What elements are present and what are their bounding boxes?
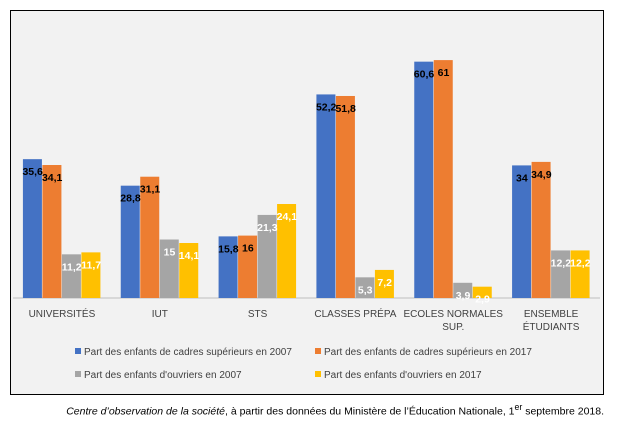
chart-frame: 35,6 28,8 15,8 52,2 60,6 34 34,1 31,1 16 51,8 61 34… [10,10,604,395]
category-label-4: CLASSES PRÉPA [314,307,396,320]
data-label-s2-c2: 31,1 [140,184,161,196]
bar-s2-c6 [531,161,551,298]
caption-date: septembre 2018. [522,405,604,418]
data-label-s2-c1: 34,1 [42,172,63,184]
bar-s2-c2 [140,176,160,298]
bar-s4-c3 [277,204,297,298]
bar-s3-c4 [355,277,375,298]
bar-s1-c2 [120,185,140,298]
bar-s1-c5 [414,61,434,298]
legend-swatch-3 [75,371,81,377]
data-label-s1-c3: 15,8 [218,243,239,255]
data-label-s1-c1: 35,6 [22,166,43,178]
data-label-s4-c3: 24,1 [277,211,298,223]
data-label-s4-c5: 2,9 [475,294,490,306]
legend-label-4: Part des enfants d'ouvriers en 2017 [324,370,482,381]
source-caption: Centre d’observation de la société, à pa… [10,400,604,419]
bar-s3-c3 [257,214,277,298]
data-label-s3-c4: 5,3 [358,284,373,296]
bar-s1-c1 [22,159,42,298]
legend-label-1: Part des enfants de cadres supérieurs en… [84,347,292,358]
category-label-3: STS [248,309,268,320]
bar-s3-c1 [61,254,81,298]
category-label-6: ENSEMBLE ÉTUDIANTS [523,309,580,333]
data-label-s1-c2: 28,8 [120,193,141,205]
legend-label-2: Part des enfants de cadres supérieurs en… [324,347,532,358]
category-label-1: UNIVERSITÉS [29,307,96,320]
caption-source: Centre d’observation de la société [66,405,225,418]
legend-swatch-2 [315,348,321,354]
bar-s2-c1 [42,165,62,298]
data-label-s3-c6: 12,2 [551,257,572,269]
bar-s4-c1 [81,252,101,298]
legend-swatch-4 [315,371,321,377]
category-label-2: IUT [152,309,168,320]
bar-s1-c4 [316,94,336,298]
bar-s4-c4 [374,269,394,298]
caption-superscript: er [514,402,523,412]
data-label-s4-c4: 7,2 [377,277,392,289]
bar-s2-c4 [335,95,355,298]
data-label-s4-c1: 11,7 [81,259,101,271]
data-label-s3-c5: 3,9 [456,290,471,302]
bar-s4-c5 [472,286,492,298]
data-label-s2-c3: 16 [242,243,254,255]
caption-text: , à partir des données du Ministère de l… [224,405,515,418]
legend-label-3: Part des enfants d'ouvriers en 2007 [84,370,242,381]
bar-s2-c3 [238,235,258,298]
data-label-s4-c6: 12,2 [570,257,591,269]
data-label-s2-c5: 61 [438,67,450,79]
bar-s1-c6 [512,165,532,298]
data-label-s2-c6: 34,9 [531,169,552,181]
bar-s3-c2 [159,239,179,298]
data-label-s3-c2: 15 [164,247,176,259]
bar-s4-c6 [570,250,590,298]
data-label-s2-c4: 51,8 [335,103,356,115]
bar-s1-c3 [218,236,238,298]
legend-swatch-1 [75,348,81,354]
data-label-s1-c4: 52,2 [316,101,337,113]
data-label-s4-c2: 14,1 [179,250,200,262]
bar-s4-c2 [179,243,199,298]
bar-s2-c5 [433,60,453,298]
category-label-5: ECOLES NORMALES SUP. [404,309,504,333]
bar-s3-c6 [551,250,571,298]
data-label-s3-c3: 21,3 [257,222,278,234]
data-label-s3-c1: 11,2 [62,261,82,273]
bar-chart: 35,6 28,8 15,8 52,2 60,6 34 34,1 31,1 16 51,8 61 34… [13,60,600,381]
bar-s3-c5 [453,282,473,298]
data-label-s1-c5: 60,6 [414,69,435,81]
data-label-s1-c6: 34 [516,172,528,184]
